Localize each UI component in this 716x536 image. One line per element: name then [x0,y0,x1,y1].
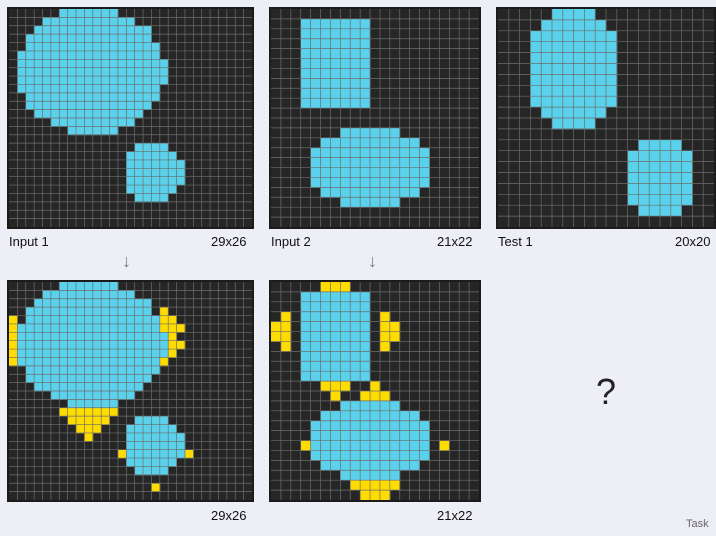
output-2-grid [269,280,481,502]
task-footer: Task [686,518,709,530]
unknown-output-placeholder: ? [596,371,617,412]
output-1-grid [7,280,254,502]
output-1-size: 29x26 [211,508,247,523]
test-1-grid [496,7,716,229]
input-1-label: Input 1 [9,234,49,249]
input-2-size: 21x22 [437,234,473,249]
input-2-grid [269,7,481,229]
input-1-grid [7,7,254,229]
test-1-size: 20x20 [675,234,711,249]
input-2-label: Input 2 [271,234,311,249]
input-1-size: 29x26 [211,234,247,249]
test-1-label: Test 1 [498,234,533,249]
output-2-size: 21x22 [437,508,473,523]
arrow-down-icon: ↓ [368,251,377,271]
arrow-down-icon: ↓ [122,251,131,271]
